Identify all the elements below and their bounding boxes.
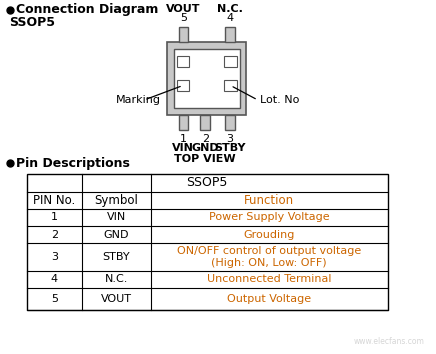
Text: 2: 2: [51, 229, 58, 240]
Text: Function: Function: [244, 194, 294, 207]
Bar: [225, 56, 237, 67]
Text: Grouding: Grouding: [244, 229, 295, 240]
Text: STBY: STBY: [215, 143, 246, 153]
Text: PIN No.: PIN No.: [33, 194, 75, 207]
Text: 1: 1: [51, 212, 58, 223]
Text: 5: 5: [51, 294, 58, 304]
Bar: [167, 42, 246, 115]
Text: TOP VIEW: TOP VIEW: [174, 154, 236, 164]
Text: Power Supply Voltage: Power Supply Voltage: [209, 212, 330, 223]
Text: VOUT: VOUT: [166, 4, 201, 14]
Bar: [177, 80, 189, 91]
Text: N.C.: N.C.: [105, 274, 128, 285]
Bar: [225, 27, 235, 42]
Text: VIN: VIN: [172, 143, 194, 153]
Text: GND: GND: [104, 229, 129, 240]
Text: Output Voltage: Output Voltage: [227, 294, 311, 304]
Bar: [174, 49, 240, 108]
Text: Unconnected Terminal: Unconnected Terminal: [207, 274, 331, 285]
Text: Marking: Marking: [116, 95, 160, 105]
Text: GND: GND: [191, 143, 219, 153]
Text: VOUT: VOUT: [101, 294, 132, 304]
Bar: [225, 80, 237, 91]
Bar: [177, 56, 189, 67]
Text: 3: 3: [227, 134, 234, 144]
Text: Lot. No: Lot. No: [260, 95, 299, 105]
Bar: [178, 115, 188, 130]
Text: STBY: STBY: [102, 252, 130, 262]
Bar: [201, 115, 210, 130]
Text: 3: 3: [51, 252, 58, 262]
Text: SSOP5: SSOP5: [10, 17, 55, 29]
Text: VIN: VIN: [107, 212, 126, 223]
Text: 1: 1: [180, 134, 187, 144]
Text: 5: 5: [180, 13, 187, 23]
Text: www.elecfans.com: www.elecfans.com: [353, 337, 424, 347]
Text: ON/OFF control of output voltage
(High: ON, Low: OFF): ON/OFF control of output voltage (High: …: [177, 246, 361, 268]
Text: 4: 4: [227, 13, 234, 23]
Text: SSOP5: SSOP5: [187, 177, 228, 189]
Text: Symbol: Symbol: [95, 194, 138, 207]
Text: Connection Diagram: Connection Diagram: [16, 4, 159, 17]
Bar: [225, 115, 235, 130]
Text: N.C.: N.C.: [217, 4, 243, 14]
Bar: [178, 27, 188, 42]
Bar: [27, 174, 388, 310]
Text: 2: 2: [202, 134, 209, 144]
Text: Pin Descriptions: Pin Descriptions: [16, 156, 130, 170]
Text: 4: 4: [51, 274, 58, 285]
